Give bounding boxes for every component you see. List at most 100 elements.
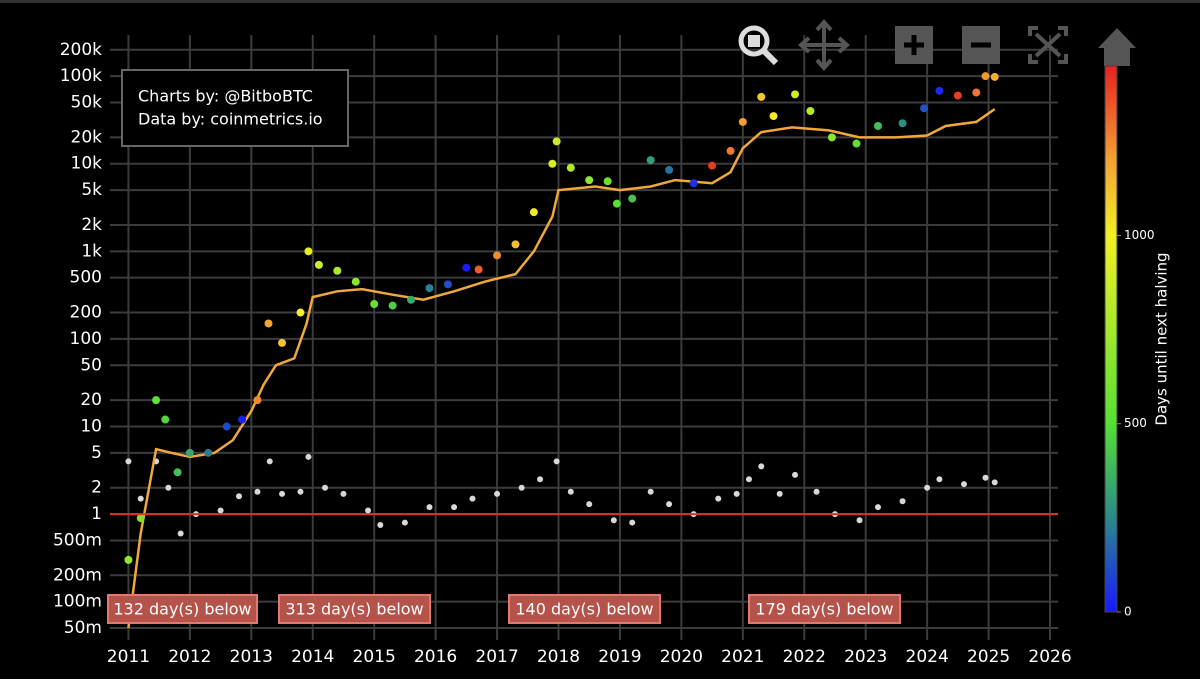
x-tick-label: 2015 xyxy=(353,647,396,667)
x-tick-label: 2012 xyxy=(168,647,211,667)
price-point xyxy=(253,396,262,405)
annotation-box xyxy=(278,594,431,624)
price-point xyxy=(222,422,231,431)
price-point xyxy=(407,295,416,304)
price-point xyxy=(304,247,313,256)
annotation-box xyxy=(508,594,661,624)
price-point xyxy=(972,88,981,97)
ratio-point xyxy=(340,490,347,497)
colorbar-tick-label: 1000 xyxy=(1124,228,1155,242)
price-point xyxy=(314,260,323,269)
top-bar xyxy=(0,0,1200,3)
ratio-point xyxy=(451,504,458,511)
ratio-point xyxy=(899,498,906,505)
ratio-point xyxy=(537,476,544,483)
ratio-point xyxy=(426,504,433,511)
y-tick-label: 50m xyxy=(64,618,102,638)
toolbar[interactable] xyxy=(738,18,1136,72)
ratio-point xyxy=(217,507,224,514)
price-point xyxy=(474,265,483,274)
price-point xyxy=(185,448,194,457)
x-tick-label: 2023 xyxy=(844,647,887,667)
ratio-point xyxy=(629,519,636,526)
ratio-point xyxy=(982,474,989,481)
ratio-point xyxy=(365,507,372,514)
y-tick-label: 100k xyxy=(60,66,102,86)
price-point xyxy=(873,121,882,130)
price-point xyxy=(296,308,305,317)
x-tick-label: 2016 xyxy=(414,647,457,667)
ratio-point xyxy=(305,453,312,460)
colorbar-tick-label: 0 xyxy=(1124,605,1132,619)
zoom-in-icon[interactable] xyxy=(895,26,933,64)
price-point xyxy=(827,133,836,142)
zoom-out-icon[interactable] xyxy=(962,26,1000,64)
y-tick-label: 20k xyxy=(71,127,103,147)
ratio-point xyxy=(254,488,261,495)
price-point xyxy=(757,92,766,101)
price-point xyxy=(136,514,145,523)
price-point xyxy=(585,176,594,185)
ratio-point xyxy=(236,493,243,500)
pan-icon[interactable] xyxy=(797,18,851,72)
price-point xyxy=(278,338,287,347)
y-tick-label: 2 xyxy=(91,478,102,498)
price-point xyxy=(511,240,520,249)
y-tick-label: 50 xyxy=(80,355,102,375)
price-point xyxy=(425,284,434,293)
ratio-point xyxy=(733,490,740,497)
ratio-point xyxy=(279,490,286,497)
x-tick-label: 2025 xyxy=(967,647,1010,667)
ratio-point xyxy=(960,481,967,488)
ratio-point xyxy=(856,517,863,524)
ratio-point xyxy=(125,458,132,465)
price-point xyxy=(769,112,778,121)
price-point xyxy=(161,415,170,424)
ratio-point xyxy=(401,519,408,526)
autoscale-icon[interactable] xyxy=(1028,26,1068,64)
y-tick-label: 50k xyxy=(71,93,103,113)
price-point xyxy=(152,396,161,405)
y-tick-label: 200k xyxy=(60,40,102,60)
colorbar xyxy=(1104,65,1118,613)
price-point xyxy=(548,159,557,168)
ratio-point xyxy=(610,517,617,524)
zoom-icon[interactable] xyxy=(738,25,779,66)
annotation: 179 day(s) below xyxy=(755,600,893,619)
price-point xyxy=(953,91,962,100)
price-point xyxy=(173,468,182,477)
moving-average-line xyxy=(127,108,996,629)
x-tick-label: 2022 xyxy=(783,647,826,667)
price-point xyxy=(628,194,637,203)
y-tick-label: 10 xyxy=(80,416,102,436)
home-icon[interactable] xyxy=(1098,28,1136,66)
price-point xyxy=(333,266,342,275)
price-point xyxy=(791,90,800,99)
price-point xyxy=(443,280,452,289)
x-tick-label: 2021 xyxy=(721,647,764,667)
price-point xyxy=(646,156,655,165)
ratio-point xyxy=(924,484,931,491)
y-tick-label: 200m xyxy=(53,565,102,585)
price-point xyxy=(238,415,247,424)
ratio-point xyxy=(469,495,476,502)
price-point xyxy=(493,251,502,260)
credits-box: Charts by: @BitboBTC Data by: coinmetric… xyxy=(121,69,349,147)
ratio-point xyxy=(666,501,673,508)
ratio-point xyxy=(991,479,998,486)
price-point xyxy=(935,86,944,95)
ratio-point xyxy=(553,458,560,465)
price-point xyxy=(603,177,612,186)
y-tick-label: 1k xyxy=(81,241,102,261)
ratio-point xyxy=(647,488,654,495)
price-point xyxy=(462,263,471,272)
x-tick-label: 2018 xyxy=(537,647,580,667)
price-point xyxy=(806,107,815,116)
price-point xyxy=(898,119,907,128)
price-point xyxy=(370,300,379,309)
y-tick-label: 200 xyxy=(70,303,102,323)
annotation-box xyxy=(107,594,258,624)
ratio-point xyxy=(567,488,574,495)
x-tick-label: 2014 xyxy=(291,647,334,667)
